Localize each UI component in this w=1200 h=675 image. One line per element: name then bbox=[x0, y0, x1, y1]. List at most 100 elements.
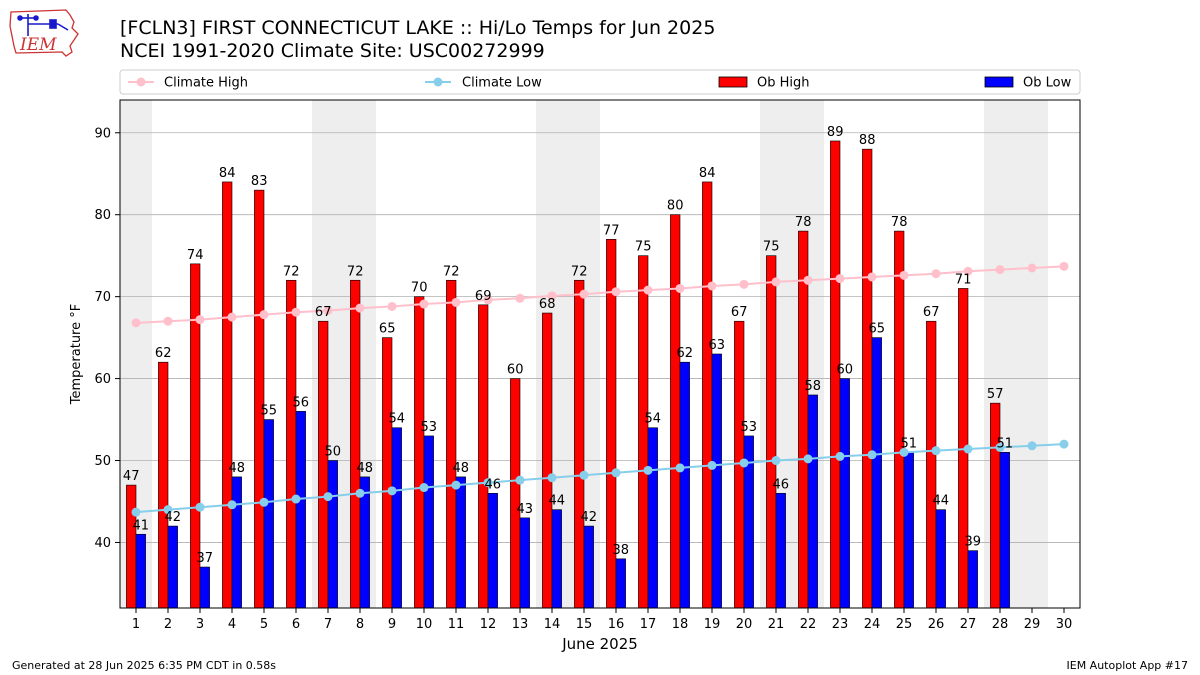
ob-low-bar bbox=[647, 427, 658, 609]
ob-low-value-label: 51 bbox=[997, 436, 1014, 451]
x-tick-label: 16 bbox=[608, 617, 625, 632]
climate-high-point bbox=[835, 274, 845, 284]
ob-low-bar bbox=[199, 566, 210, 609]
ob-high-bar bbox=[638, 255, 649, 609]
ob-low-value-label: 63 bbox=[709, 338, 726, 353]
climate-low-point bbox=[899, 447, 909, 457]
x-axis: 1 2 3 4 5 6 7 8 9 10 11 12 13 14 15 16 17 18 19 20 21 22 23 24 2… bbox=[132, 608, 1072, 632]
x-tick-label: 20 bbox=[736, 617, 753, 632]
climate-low-line bbox=[131, 439, 1069, 517]
ob-low-value-label: 56 bbox=[293, 395, 310, 410]
ob-high-value-label: 84 bbox=[699, 166, 716, 181]
climate-low-point bbox=[739, 458, 749, 468]
ob-high-bar bbox=[862, 148, 873, 609]
x-tick-label: 15 bbox=[576, 617, 593, 632]
climate-high-point bbox=[1059, 261, 1069, 271]
ob-high-bar bbox=[350, 279, 361, 609]
x-tick-label: 5 bbox=[260, 617, 268, 632]
ob-high-value-label: 72 bbox=[571, 264, 588, 279]
x-tick-label: 13 bbox=[512, 617, 529, 632]
legend-climate-low-marker bbox=[433, 77, 443, 87]
ob-low-value-label: 51 bbox=[901, 436, 918, 451]
legend-frame bbox=[119, 69, 1081, 95]
climate-high-point bbox=[1027, 263, 1037, 273]
ob-low-value-label: 53 bbox=[741, 420, 758, 435]
ob-high-value-label: 72 bbox=[443, 264, 460, 279]
climate-low-point bbox=[547, 473, 557, 483]
climate-high-point bbox=[355, 303, 365, 313]
x-tick-label: 17 bbox=[640, 617, 657, 632]
ob-low-bar bbox=[871, 337, 882, 609]
ob-high-value-label: 78 bbox=[891, 215, 908, 230]
ob-high-value-label: 62 bbox=[155, 346, 172, 361]
ob-high-bar bbox=[702, 181, 713, 609]
climate-low-point bbox=[387, 486, 397, 496]
ob-high-value-label: 75 bbox=[763, 240, 780, 255]
ob-high-bar bbox=[446, 279, 457, 609]
legend-ob-high-swatch bbox=[718, 76, 748, 88]
x-tick-label: 14 bbox=[544, 617, 561, 632]
climate-high-point bbox=[131, 318, 141, 328]
y-tick-label: 90 bbox=[94, 126, 111, 141]
x-tick-label: 6 bbox=[292, 617, 300, 632]
climate-low-point bbox=[515, 475, 525, 485]
ob-low-bar bbox=[711, 353, 722, 609]
ob-low-bar bbox=[391, 427, 402, 609]
ob-low-bar bbox=[839, 378, 850, 609]
climate-low-point bbox=[131, 507, 141, 517]
climate-high-point bbox=[739, 279, 749, 289]
x-axis-label: June 2025 bbox=[561, 635, 638, 653]
ob-low-value-label: 54 bbox=[645, 412, 662, 427]
ob-high-bar bbox=[222, 181, 233, 609]
ob-low-value-labels: 41 42 37 48 55 56 50 48 54 53 48 46 43 44 42 38 54 62 63 53… bbox=[133, 322, 1014, 566]
ob-low-value-label: 46 bbox=[485, 477, 502, 492]
ob-low-value-label: 48 bbox=[229, 461, 246, 476]
climate-low-point bbox=[867, 450, 877, 460]
climate-low-point bbox=[1027, 441, 1037, 451]
x-tick-label: 29 bbox=[1024, 617, 1041, 632]
climate-low-point bbox=[931, 446, 941, 456]
climate-high-point bbox=[547, 291, 557, 301]
ob-low-bar bbox=[295, 411, 306, 609]
ob-low-value-label: 58 bbox=[805, 379, 822, 394]
y-axis-label: Temperature °F bbox=[69, 304, 84, 405]
x-tick-label: 28 bbox=[992, 617, 1009, 632]
ob-high-value-label: 72 bbox=[283, 264, 300, 279]
ob-low-bar bbox=[167, 525, 178, 609]
climate-high-point bbox=[451, 297, 461, 307]
climate-high-point bbox=[643, 285, 653, 295]
ob-low-bar bbox=[455, 476, 466, 609]
climate-low-point bbox=[771, 456, 781, 466]
climate-low-point bbox=[323, 492, 333, 502]
app-credit: IEM Autoplot App #17 bbox=[1066, 659, 1189, 672]
climate-low-point bbox=[803, 454, 813, 464]
ob-high-value-label: 78 bbox=[795, 215, 812, 230]
x-tick-label: 25 bbox=[896, 617, 913, 632]
ob-low-value-label: 50 bbox=[325, 445, 342, 460]
ob-high-value-label: 77 bbox=[603, 223, 620, 238]
ob-high-value-label: 88 bbox=[859, 133, 876, 148]
climate-high-path bbox=[135, 265, 1065, 324]
climate-high-point bbox=[387, 301, 397, 311]
ob-low-value-label: 55 bbox=[261, 404, 278, 419]
climate-high-point bbox=[163, 316, 173, 326]
ob-low-bar bbox=[967, 550, 978, 609]
x-tick-label: 27 bbox=[960, 617, 977, 632]
ob-high-value-label: 69 bbox=[475, 289, 492, 304]
ob-high-value-label: 68 bbox=[539, 297, 556, 312]
ob-low-bar bbox=[807, 394, 818, 609]
ob-low-bar bbox=[775, 492, 786, 609]
legend-climate-low-label: Climate Low bbox=[462, 76, 542, 91]
weekend-band bbox=[1016, 100, 1048, 608]
ob-high-bar bbox=[286, 279, 297, 609]
climate-high-point bbox=[291, 307, 301, 317]
climate-high-point bbox=[419, 299, 429, 309]
climate-high-point bbox=[515, 293, 525, 303]
ob-low-bar bbox=[935, 509, 946, 609]
climate-high-point bbox=[323, 306, 333, 316]
iowa-outline-icon bbox=[9, 9, 79, 57]
x-tick-label: 21 bbox=[768, 617, 785, 632]
ob-low-value-label: 38 bbox=[613, 543, 630, 558]
x-tick-label: 7 bbox=[324, 617, 332, 632]
ob-low-value-label: 53 bbox=[421, 420, 438, 435]
